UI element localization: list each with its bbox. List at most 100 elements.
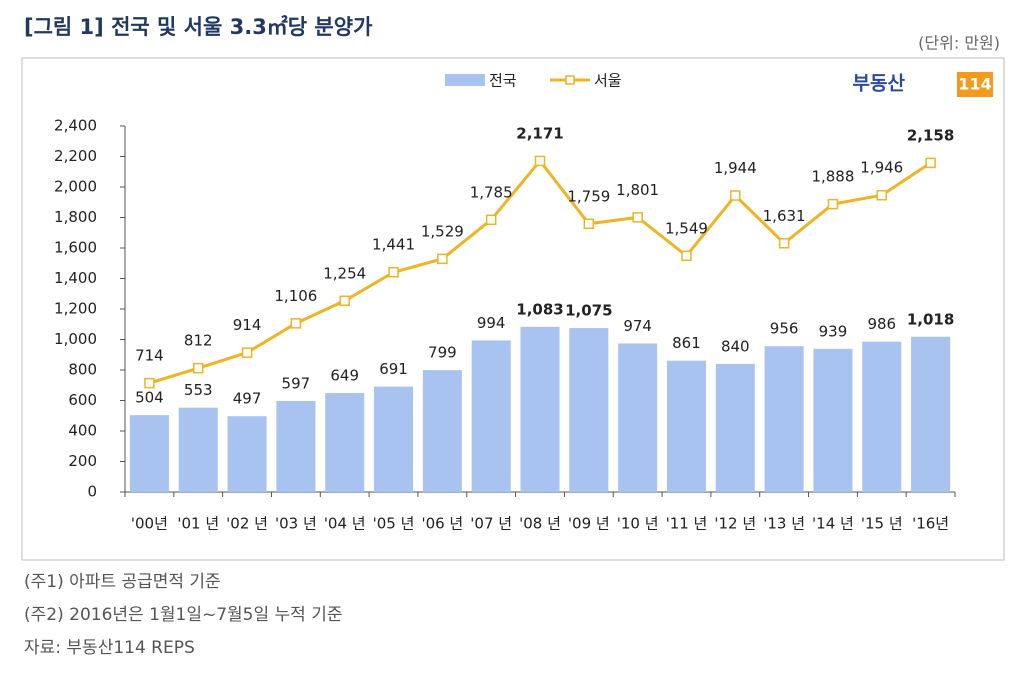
value-label: 504 — [135, 389, 164, 407]
bar — [911, 336, 951, 492]
value-label: 1,785 — [470, 183, 513, 201]
x-tick-label: '03 년 — [275, 515, 317, 533]
value-label: 994 — [477, 314, 506, 332]
value-label: 914 — [233, 316, 262, 334]
marker — [778, 238, 790, 249]
logo-badge — [957, 72, 993, 97]
x-tick-label: '02 년 — [226, 515, 268, 533]
x-tick-label: '14 년 — [812, 515, 854, 533]
logo-badge-text: 114 — [958, 75, 991, 94]
value-label: 497 — [233, 390, 262, 408]
x-tick-label: '08 년 — [519, 515, 561, 533]
bar — [569, 328, 609, 492]
marker — [583, 218, 595, 230]
y-tick-label: 1,800 — [54, 208, 97, 226]
bar — [862, 341, 902, 492]
x-tick-label: '05 년 — [373, 515, 415, 533]
x-tick-label: '10 년 — [617, 515, 659, 533]
bar — [276, 400, 316, 492]
legend-swatch — [445, 74, 485, 86]
bar — [715, 363, 755, 492]
legend-label: 서울 — [594, 72, 622, 90]
value-label: 1,254 — [323, 264, 366, 282]
bar — [618, 343, 658, 492]
legend-swatch — [565, 75, 575, 85]
legend-label: 전국 — [489, 72, 517, 90]
bar — [178, 407, 218, 492]
bar — [813, 348, 853, 492]
bar — [471, 340, 511, 492]
x-tick-label: '01 년 — [177, 515, 219, 533]
bar — [422, 370, 462, 492]
value-label: 939 — [819, 322, 848, 340]
y-tick-label: 2,400 — [54, 117, 97, 135]
marker — [290, 318, 302, 329]
value-label: 1,075 — [565, 302, 612, 320]
y-tick-label: 1,200 — [54, 300, 97, 318]
value-label: 553 — [184, 381, 213, 399]
value-label: 2,158 — [907, 126, 954, 144]
marker — [437, 253, 448, 265]
marker — [388, 266, 399, 278]
marker — [534, 155, 546, 167]
marker — [681, 250, 692, 262]
y-tick-label: 1,000 — [54, 330, 97, 348]
value-label: 1,801 — [616, 181, 659, 199]
marker — [730, 190, 741, 201]
logo-text: 부동산 — [853, 73, 906, 95]
x-tick-label: '06 년 — [421, 515, 463, 533]
marker — [485, 214, 497, 226]
bar — [129, 415, 169, 492]
y-tick-label: 2,200 — [54, 147, 97, 165]
value-label: 1,441 — [372, 236, 415, 254]
bar — [666, 360, 706, 492]
y-tick-label: 600 — [68, 391, 97, 409]
marker — [241, 347, 253, 358]
value-label: 714 — [135, 347, 164, 365]
x-tick-label: '00년 — [131, 515, 168, 533]
marker — [192, 362, 204, 374]
value-label: 1,631 — [763, 207, 806, 225]
value-label: 840 — [721, 337, 750, 355]
value-label: 1,944 — [714, 159, 757, 177]
x-tick-label: '12 년 — [714, 515, 756, 533]
marker — [876, 189, 888, 201]
x-tick-label: '11 년 — [666, 515, 708, 533]
x-tick-label: '07 년 — [470, 515, 512, 533]
y-tick-label: 2,000 — [54, 178, 97, 196]
y-tick-label: 800 — [68, 361, 97, 379]
value-label: 799 — [428, 344, 457, 362]
value-label: 986 — [867, 315, 896, 333]
marker — [339, 295, 350, 307]
marker — [925, 157, 936, 169]
value-label: 861 — [672, 334, 701, 352]
chart-title: [그림 1] 전국 및 서울 3.3㎡당 분양가 — [24, 15, 373, 39]
marker — [144, 377, 155, 389]
value-label: 691 — [379, 360, 408, 378]
bar — [227, 416, 267, 492]
note: (주2) 2016년은 1월1일~7월5일 누적 기준 — [24, 605, 343, 625]
x-tick-label: '04 년 — [324, 515, 366, 533]
x-tick-label: '13 년 — [763, 515, 805, 533]
note: 자료: 부동산114 REPS — [24, 638, 195, 658]
value-label: 2,171 — [516, 124, 563, 142]
y-tick-label: 400 — [68, 422, 97, 440]
value-label: 1,549 — [665, 219, 708, 237]
chart-frame — [21, 57, 1005, 561]
marker — [632, 212, 643, 223]
value-label: 1,529 — [421, 222, 464, 240]
bar — [374, 386, 414, 492]
y-tick-label: 1,600 — [54, 239, 97, 257]
value-label: 1,106 — [274, 287, 317, 305]
note: (주1) 아파트 공급면적 기준 — [24, 572, 221, 592]
bar — [520, 326, 560, 492]
value-label: 956 — [770, 320, 799, 338]
bar — [325, 393, 365, 492]
value-label: 1,018 — [907, 310, 954, 328]
bar — [764, 346, 804, 492]
unit-label: (단위: 만원) — [918, 34, 1000, 53]
y-tick-label: 200 — [68, 452, 97, 470]
value-label: 1,946 — [860, 159, 903, 177]
